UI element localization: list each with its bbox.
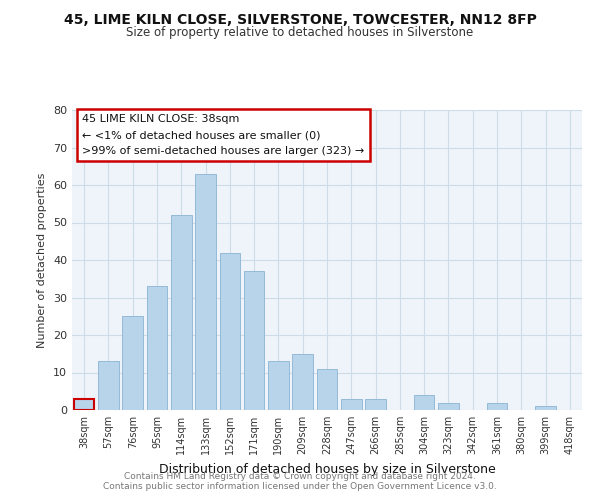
Bar [74,399,94,410]
Bar [292,354,313,410]
Bar [146,286,167,410]
Bar [535,406,556,410]
Bar [122,316,143,410]
Bar [317,369,337,410]
Bar [487,402,508,410]
Bar [244,271,265,410]
Y-axis label: Number of detached properties: Number of detached properties [37,172,47,348]
X-axis label: Distribution of detached houses by size in Silverstone: Distribution of detached houses by size … [158,462,496,475]
Text: 45, LIME KILN CLOSE, SILVERSTONE, TOWCESTER, NN12 8FP: 45, LIME KILN CLOSE, SILVERSTONE, TOWCES… [64,12,536,26]
Bar [438,402,459,410]
Text: 45 LIME KILN CLOSE: 38sqm
← <1% of detached houses are smaller (0)
>99% of semi-: 45 LIME KILN CLOSE: 38sqm ← <1% of detac… [82,114,364,156]
Bar [414,395,434,410]
Text: Contains HM Land Registry data © Crown copyright and database right 2024.: Contains HM Land Registry data © Crown c… [124,472,476,481]
Bar [365,399,386,410]
Bar [195,174,216,410]
Text: Contains public sector information licensed under the Open Government Licence v3: Contains public sector information licen… [103,482,497,491]
Bar [98,361,119,410]
Bar [268,361,289,410]
Text: Size of property relative to detached houses in Silverstone: Size of property relative to detached ho… [127,26,473,39]
Bar [220,252,240,410]
Bar [341,399,362,410]
Bar [171,215,191,410]
